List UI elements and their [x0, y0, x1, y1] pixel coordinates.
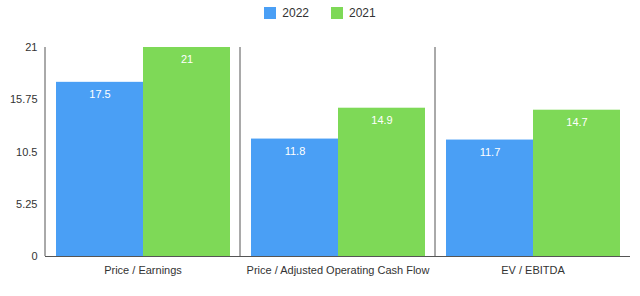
svg-text:Price / Adjusted Operating Cas: Price / Adjusted Operating Cash Flow	[247, 264, 430, 276]
svg-text:17.5: 17.5	[89, 88, 110, 100]
svg-text:15.75: 15.75	[10, 93, 38, 105]
svg-text:11.7: 11.7	[480, 146, 501, 158]
svg-text:Price / Earnings: Price / Earnings	[104, 264, 182, 276]
svg-text:0: 0	[31, 250, 37, 262]
html-text:2022: 2022	[282, 6, 309, 20]
svg-text:14.9: 14.9	[371, 114, 392, 126]
svg-text:EV / EBITDA: EV / EBITDA	[501, 264, 565, 276]
svg-text:21: 21	[25, 41, 37, 53]
html-text:2021: 2021	[349, 6, 376, 20]
svg-text:5.25: 5.25	[16, 198, 37, 210]
svg-text:11.8: 11.8	[285, 145, 306, 157]
svg-text:21: 21	[181, 53, 193, 65]
svg-text:14.7: 14.7	[566, 116, 587, 128]
svg-text:10.5: 10.5	[16, 146, 37, 158]
